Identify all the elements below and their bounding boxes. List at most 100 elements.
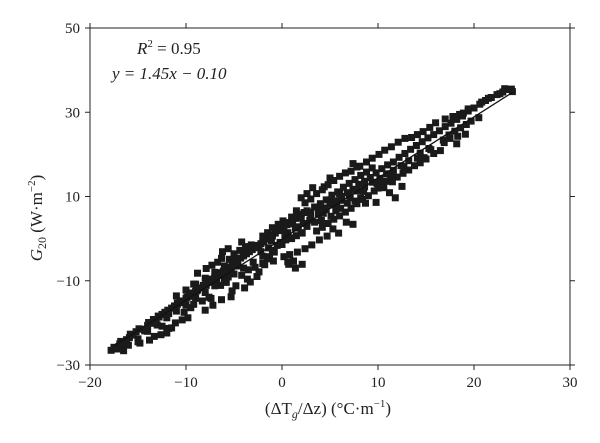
data-point xyxy=(400,163,408,171)
data-point xyxy=(255,268,263,276)
data-point xyxy=(349,185,357,193)
data-point xyxy=(303,190,311,198)
data-point xyxy=(422,155,430,163)
data-point xyxy=(205,293,213,301)
data-point xyxy=(418,138,426,146)
y-axis-label: G20 (W·m−2) xyxy=(26,175,49,262)
data-point xyxy=(349,220,357,228)
data-point xyxy=(136,339,144,347)
axis-tick-labels: −20 −10 0 10 20 30 −30 −10 10 30 50 xyxy=(57,21,578,391)
data-point xyxy=(225,255,233,263)
data-point xyxy=(259,260,267,267)
data-point xyxy=(376,174,384,182)
data-point xyxy=(309,184,317,192)
data-point xyxy=(211,268,219,276)
data-point xyxy=(178,316,186,324)
data-point xyxy=(356,162,364,170)
data-point xyxy=(211,282,219,290)
data-point xyxy=(461,130,469,138)
data-point xyxy=(378,165,386,173)
data-point xyxy=(301,245,309,253)
data-point xyxy=(318,223,326,231)
data-point xyxy=(259,232,267,240)
data-point xyxy=(243,275,251,283)
data-point xyxy=(224,245,232,253)
data-point xyxy=(120,347,128,355)
data-point xyxy=(173,299,181,307)
data-point xyxy=(440,139,448,147)
data-point xyxy=(347,167,355,175)
data-point xyxy=(467,117,475,125)
data-point xyxy=(345,179,353,187)
data-point xyxy=(453,115,461,123)
data-point xyxy=(201,306,209,314)
data-point xyxy=(395,153,403,161)
data-point xyxy=(464,105,472,113)
data-point xyxy=(182,286,190,294)
data-point xyxy=(268,224,276,232)
y-tick-label: −10 xyxy=(57,274,80,290)
data-point xyxy=(349,160,357,168)
data-point xyxy=(144,327,152,335)
data-point xyxy=(456,110,464,118)
data-point xyxy=(329,225,337,233)
data-point xyxy=(327,212,335,220)
data-point xyxy=(355,180,363,188)
data-point xyxy=(146,336,153,344)
data-point xyxy=(218,254,225,262)
data-point xyxy=(270,248,278,256)
data-point xyxy=(282,236,290,244)
data-point xyxy=(326,200,334,208)
data-point xyxy=(272,226,280,234)
data-point xyxy=(297,194,305,202)
data-point xyxy=(424,134,432,142)
data-point xyxy=(240,250,248,258)
data-point xyxy=(333,203,341,211)
y-tick-label: 10 xyxy=(65,190,80,206)
data-point xyxy=(342,218,350,226)
x-tick-label: 20 xyxy=(467,375,482,391)
data-point xyxy=(322,206,330,214)
data-point xyxy=(351,176,359,184)
data-point xyxy=(303,207,311,215)
data-point xyxy=(351,197,359,205)
data-point xyxy=(326,196,334,204)
data-point xyxy=(343,199,351,207)
data-point xyxy=(209,301,217,309)
data-point xyxy=(386,189,393,197)
data-point xyxy=(407,145,415,153)
data-point xyxy=(163,314,171,322)
data-point xyxy=(240,264,248,272)
data-point xyxy=(451,127,459,135)
data-point xyxy=(171,319,179,327)
data-point xyxy=(303,222,311,230)
data-point xyxy=(328,191,336,199)
data-point xyxy=(311,203,319,211)
data-point xyxy=(322,196,330,204)
data-point xyxy=(292,207,300,215)
data-point xyxy=(126,330,134,338)
data-point xyxy=(382,177,390,185)
data-point xyxy=(278,226,286,234)
data-point xyxy=(259,252,267,260)
data-point xyxy=(388,178,396,186)
data-point xyxy=(122,340,129,348)
data-point xyxy=(373,179,381,187)
data-point xyxy=(238,238,246,246)
data-point xyxy=(313,190,321,198)
data-point xyxy=(405,166,413,174)
data-point xyxy=(281,231,289,239)
data-point xyxy=(324,220,332,227)
axis-ticks xyxy=(85,23,575,370)
data-point xyxy=(324,181,332,189)
data-point xyxy=(315,210,322,218)
y-tick-label: 50 xyxy=(65,21,80,37)
data-point xyxy=(236,246,244,254)
data-point xyxy=(363,168,370,176)
data-point xyxy=(449,113,457,120)
data-point xyxy=(336,212,344,220)
data-point xyxy=(462,121,470,128)
data-point xyxy=(230,256,238,264)
data-point xyxy=(238,271,246,279)
